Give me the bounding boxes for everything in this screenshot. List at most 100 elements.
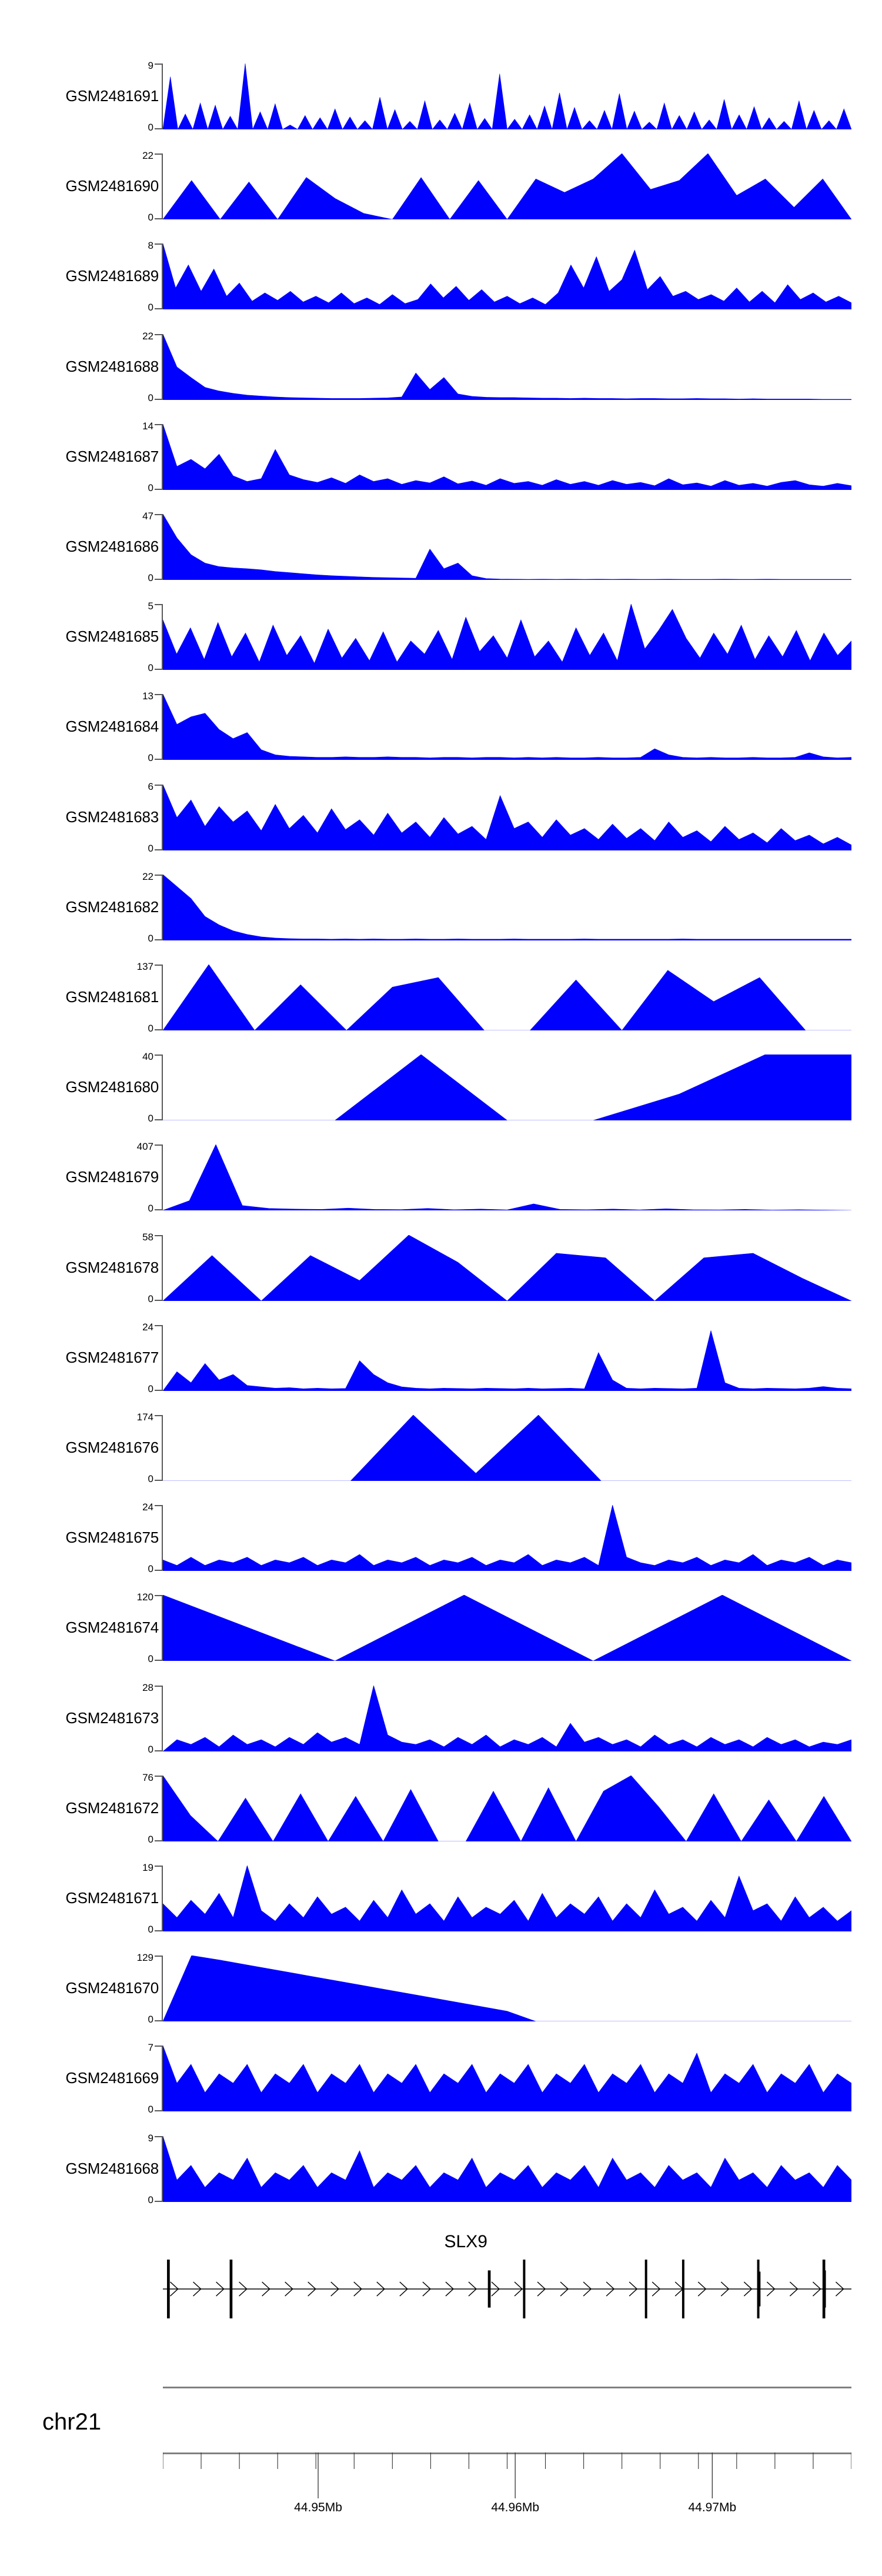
y-axis-max-tick	[155, 1415, 162, 1416]
coverage-track: GSM2481680 40 0	[0, 1051, 882, 1125]
track-y-axis	[155, 423, 163, 490]
chromosome-ruler-panel: chr21 44.95Mb 44.96Mb 44.97Mb	[0, 2376, 882, 2552]
track-sample-label: GSM2481688	[65, 357, 159, 375]
y-axis-min-tick	[155, 1660, 162, 1661]
track-sample-label: GSM2481672	[65, 1798, 159, 1817]
y-axis-max-label: 22	[142, 150, 153, 162]
track-y-axis	[155, 604, 163, 670]
track-y-axis	[155, 784, 163, 850]
coverage-track: GSM2481673 28 0	[0, 1681, 882, 1754]
y-axis-max-label: 13	[142, 690, 153, 702]
coverage-track: GSM2481691 9 0	[0, 60, 882, 133]
track-sample-label: GSM2481684	[65, 718, 159, 736]
y-axis-min-tick	[155, 669, 162, 670]
y-axis-min-label: 0	[148, 1473, 153, 1484]
y-axis-max-label: 9	[148, 60, 153, 71]
y-axis-min-tick	[155, 1750, 162, 1751]
y-axis-max-tick	[155, 243, 162, 245]
y-axis-min-tick	[155, 1930, 162, 1931]
y-axis-min-tick	[155, 488, 162, 490]
ruler-top-rule	[163, 2387, 851, 2388]
y-axis-line	[162, 423, 163, 490]
y-axis-max-tick	[155, 333, 162, 335]
coverage-track: GSM2481683 6 0	[0, 780, 882, 853]
y-axis-line	[162, 784, 163, 850]
y-axis-max-tick	[155, 1505, 162, 1507]
y-axis-max-tick	[155, 1324, 162, 1326]
coverage-area-plot	[163, 1144, 851, 1211]
y-axis-max-label: 28	[142, 1681, 153, 1693]
y-axis-min-tick	[155, 1119, 162, 1121]
y-axis-min-tick	[155, 1480, 162, 1481]
y-axis-line	[162, 154, 163, 220]
y-axis-min-tick	[155, 1209, 162, 1211]
coverage-area-plot	[163, 604, 851, 670]
coverage-track: GSM2481670 129 0	[0, 1953, 882, 2024]
y-axis-min-label: 0	[148, 212, 153, 223]
track-y-axis	[155, 1415, 163, 1481]
ruler-tick-label: 44.96Mb	[491, 2501, 540, 2514]
y-axis-line	[162, 874, 163, 940]
y-axis-min-tick	[155, 1840, 162, 1841]
coverage-area-plot	[163, 514, 851, 580]
y-axis-max-tick	[155, 1234, 162, 1236]
coverage-area-plot	[163, 423, 851, 490]
y-axis-min-label: 0	[148, 392, 153, 403]
y-axis-max-label: 8	[148, 240, 153, 252]
coverage-area-plot	[163, 154, 851, 220]
y-axis-max-tick	[155, 874, 162, 876]
y-axis-min-label: 0	[148, 932, 153, 944]
y-axis-min-label: 0	[148, 1293, 153, 1304]
coverage-track: GSM2481675 24 0	[0, 1502, 882, 1574]
coverage-area-plot	[163, 1234, 851, 1301]
y-axis-min-label: 0	[148, 1113, 153, 1125]
coverage-area-plot	[163, 1055, 851, 1121]
track-y-axis	[155, 1866, 163, 1931]
coverage-area-plot	[163, 333, 851, 400]
y-axis-min-label: 0	[148, 1383, 153, 1394]
y-axis-min-tick	[155, 849, 162, 850]
y-axis-max-tick	[155, 2135, 162, 2137]
track-sample-label: GSM2481682	[65, 897, 159, 916]
y-axis-line	[162, 333, 163, 400]
y-axis-min-label: 0	[148, 752, 153, 764]
track-sample-label: GSM2481674	[65, 1619, 159, 1637]
y-axis-max-label: 76	[142, 1771, 153, 1783]
y-axis-min-label: 0	[148, 2104, 153, 2115]
y-axis-max-label: 407	[136, 1141, 153, 1153]
coverage-area-plot	[163, 1595, 851, 1661]
y-axis-line	[162, 1866, 163, 1931]
coverage-area-plot	[163, 874, 851, 940]
y-axis-max-label: 6	[148, 780, 153, 792]
y-axis-max-label: 174	[136, 1412, 153, 1423]
y-axis-min-label: 0	[148, 572, 153, 583]
y-axis-min-tick	[155, 2200, 162, 2202]
coverage-area-plot	[163, 1505, 851, 1571]
track-sample-label: GSM2481680	[65, 1078, 159, 1096]
y-axis-max-tick	[155, 1775, 162, 1777]
coverage-track: GSM2481681 137 0	[0, 961, 882, 1033]
track-y-axis	[155, 1234, 163, 1301]
y-axis-min-tick	[155, 308, 162, 310]
y-axis-min-label: 0	[148, 302, 153, 313]
ruler-tick-label: 44.95Mb	[294, 2501, 342, 2514]
y-axis-min-tick	[155, 1029, 162, 1030]
y-axis-max-label: 40	[142, 1051, 153, 1063]
track-sample-label: GSM2481686	[65, 538, 159, 555]
gene-name-label: SLX9	[444, 2232, 487, 2251]
track-y-axis	[155, 965, 163, 1030]
y-axis-max-label: 22	[142, 330, 153, 342]
y-axis-max-label: 24	[142, 1321, 153, 1333]
y-axis-max-label: 19	[142, 1862, 153, 1873]
track-sample-label: GSM2481678	[65, 1258, 159, 1276]
y-axis-max-label: 120	[136, 1591, 153, 1603]
track-sample-label: GSM2481668	[65, 2159, 159, 2177]
y-axis-min-label: 0	[148, 122, 153, 133]
y-axis-max-label: 137	[136, 961, 153, 972]
track-sample-label: GSM2481676	[65, 1439, 159, 1456]
coverage-track: GSM2481677 24 0	[0, 1321, 882, 1394]
track-y-axis	[155, 1775, 163, 1841]
ruler-ticks	[162, 2452, 852, 2505]
chromosome-label: chr21	[42, 2409, 102, 2435]
coverage-track: GSM2481685 5 0	[0, 601, 882, 673]
